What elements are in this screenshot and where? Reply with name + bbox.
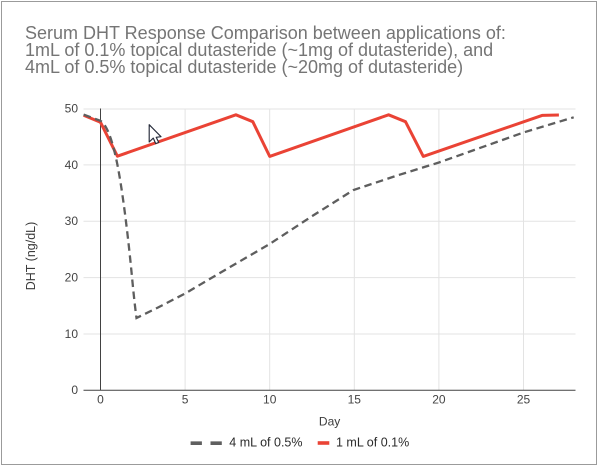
svg-text:5: 5 [182,392,189,406]
svg-text:20: 20 [432,392,446,406]
svg-text:1 mL of 0.1%: 1 mL of 0.1% [336,436,409,450]
svg-text:Day: Day [319,414,340,428]
svg-text:10: 10 [65,327,79,341]
svg-text:40: 40 [65,158,79,172]
svg-text:25: 25 [517,392,531,406]
svg-text:50: 50 [65,101,79,115]
svg-text:4 mL of 0.5%: 4 mL of 0.5% [229,436,302,450]
svg-text:DHT (ng/dL): DHT (ng/dL) [24,222,38,291]
svg-text:15: 15 [348,392,362,406]
svg-text:20: 20 [65,271,79,285]
svg-text:30: 30 [65,214,79,228]
svg-text:10: 10 [263,392,277,406]
svg-text:0: 0 [71,383,78,397]
svg-text:0: 0 [97,392,104,406]
